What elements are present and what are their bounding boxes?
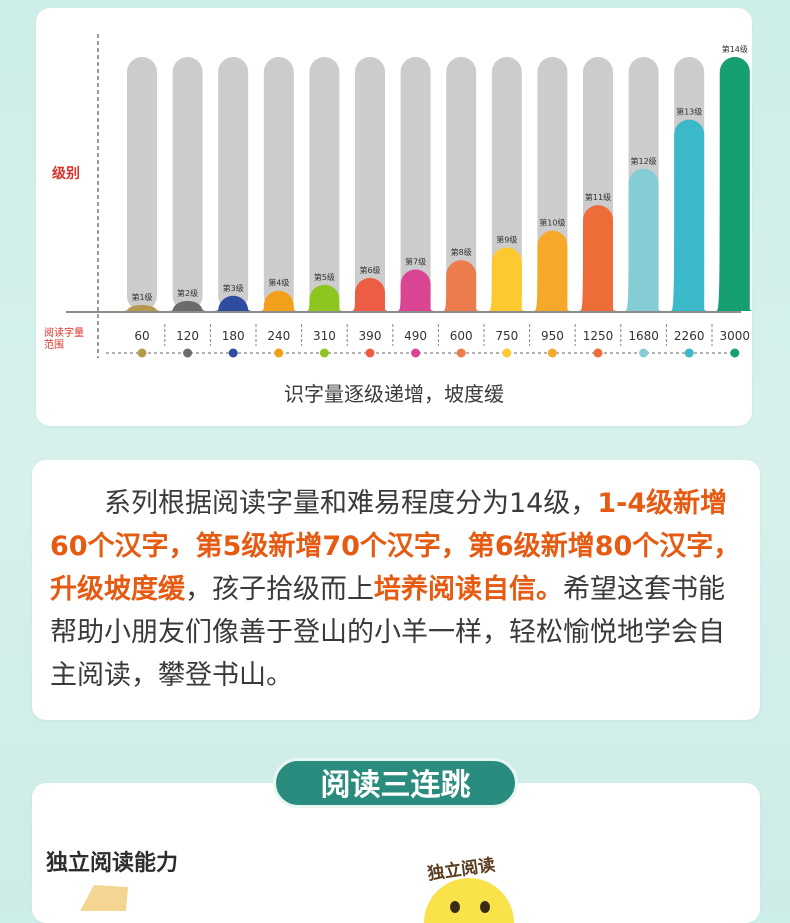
- value-dot-2: [183, 348, 193, 358]
- bar-track: [446, 57, 477, 311]
- bar-track: [355, 57, 385, 311]
- value-dot-13: [684, 348, 694, 358]
- level-chart: 第1级 第2级 第3级 第4级 第5级 第6级 第7级 第8级 第9级 第10级 第11级 第12级 第…: [44, 34, 752, 406]
- value-dot-14: [730, 348, 740, 358]
- value-label-8: 600: [450, 329, 473, 343]
- ability-title: 独立阅读能力: [46, 851, 179, 876]
- x-axis-label-line1: 阅读字量: [44, 326, 84, 339]
- bar-track: [491, 57, 522, 311]
- bar-label-11: 第11级: [585, 192, 611, 202]
- value-label-14: 3000: [720, 329, 751, 343]
- value-label-6: 390: [359, 329, 382, 343]
- bar-label-6: 第6级: [359, 265, 380, 275]
- bar-5: [305, 284, 344, 311]
- bar-label-13: 第13级: [676, 107, 702, 117]
- bar-10: [533, 230, 572, 311]
- smiley-face-icon: [424, 878, 514, 923]
- chart-card: 第1级 第2级 第3级 第4级 第5级 第6级 第7级 第8级 第9级 第10级 第11级 第12级 第…: [36, 8, 752, 426]
- value-label-7: 490: [404, 329, 427, 343]
- description-highlight-2: 培养阅读自信。: [374, 574, 563, 605]
- value-dot-5: [319, 348, 329, 358]
- value-label-5: 310: [313, 329, 336, 343]
- value-label-3: 180: [222, 329, 245, 343]
- value-label-2: 120: [176, 329, 199, 343]
- bar-13: [670, 119, 709, 311]
- bar-track: [172, 57, 203, 311]
- bar-track: [263, 57, 294, 311]
- value-dot-3: [228, 348, 238, 358]
- bar-label-2: 第2级: [177, 288, 198, 298]
- value-label-10: 950: [541, 329, 564, 343]
- value-label-1: 60: [134, 329, 149, 343]
- bar-3: [214, 295, 253, 311]
- bar-label-12: 第12级: [631, 156, 657, 166]
- value-dot-6: [365, 348, 375, 358]
- bar-track: [309, 57, 340, 311]
- section-title: 阅读三连跳: [273, 758, 518, 808]
- value-label-13: 2260: [674, 329, 705, 343]
- value-label-11: 1250: [583, 329, 614, 343]
- bar-label-5: 第5级: [314, 272, 335, 282]
- value-dot-10: [547, 348, 557, 358]
- bar-track: [400, 57, 431, 311]
- bar-8: [442, 260, 481, 311]
- description-text-3: 希望这套书能帮助小朋友们像善于登山的小羊一样，轻松愉悦地学会自主阅读，攀登书山。: [50, 574, 725, 691]
- description-highlight-1: 1-4级新增60个汉字，第5级新增70个汉字，第6级新增80个汉字，升级坡度缓: [50, 488, 741, 605]
- bar-label-14: 第14级: [722, 44, 748, 54]
- bar-11: [579, 205, 617, 311]
- bar-7: [396, 269, 435, 311]
- value-dot-12: [639, 348, 649, 358]
- description-paragraph: 系列根据阅读字量和难易程度分为14级，1-4级新增60个汉字，第5级新增70个汉…: [50, 482, 750, 697]
- value-dot-11: [593, 348, 603, 358]
- bar-label-1: 第1级: [131, 292, 152, 302]
- value-label-4: 240: [267, 329, 290, 343]
- bar-1: [123, 305, 161, 311]
- description-text-2: ，孩子拾级而上: [185, 574, 374, 605]
- bar-2: [168, 300, 207, 311]
- value-label-12: 1680: [628, 329, 659, 343]
- description-text-1: 系列根据阅读字量和难易程度分为14级，: [104, 488, 598, 519]
- bar-14: [715, 57, 752, 311]
- x-axis-label-line2: 范围: [44, 338, 64, 351]
- y-axis-label: 级别: [52, 165, 80, 182]
- bar-label-10: 第10级: [539, 218, 565, 228]
- bar-12: [624, 168, 663, 311]
- bar-4: [259, 290, 298, 311]
- value-dot-8: [456, 348, 466, 358]
- value-dot-9: [502, 348, 512, 358]
- bar-label-3: 第3级: [223, 283, 244, 293]
- bar-label-7: 第7级: [405, 257, 426, 267]
- chart-caption: 识字量逐级递增，坡度缓: [284, 382, 504, 406]
- bar-6: [351, 277, 389, 311]
- value-dot-4: [274, 348, 284, 358]
- value-dot-1: [137, 348, 147, 358]
- bar-label-8: 第8级: [451, 247, 472, 257]
- bar-label-9: 第9级: [496, 235, 517, 245]
- value-dot-7: [411, 348, 421, 358]
- bar-9: [487, 247, 526, 311]
- bar-label-4: 第4级: [268, 278, 289, 288]
- bar-track: [127, 57, 157, 311]
- bar-track: [218, 57, 249, 311]
- description-card: 系列根据阅读字量和难易程度分为14级，1-4级新增60个汉字，第5级新增70个汉…: [32, 460, 760, 720]
- stair-step-icon: [80, 885, 128, 911]
- value-label-9: 750: [495, 329, 518, 343]
